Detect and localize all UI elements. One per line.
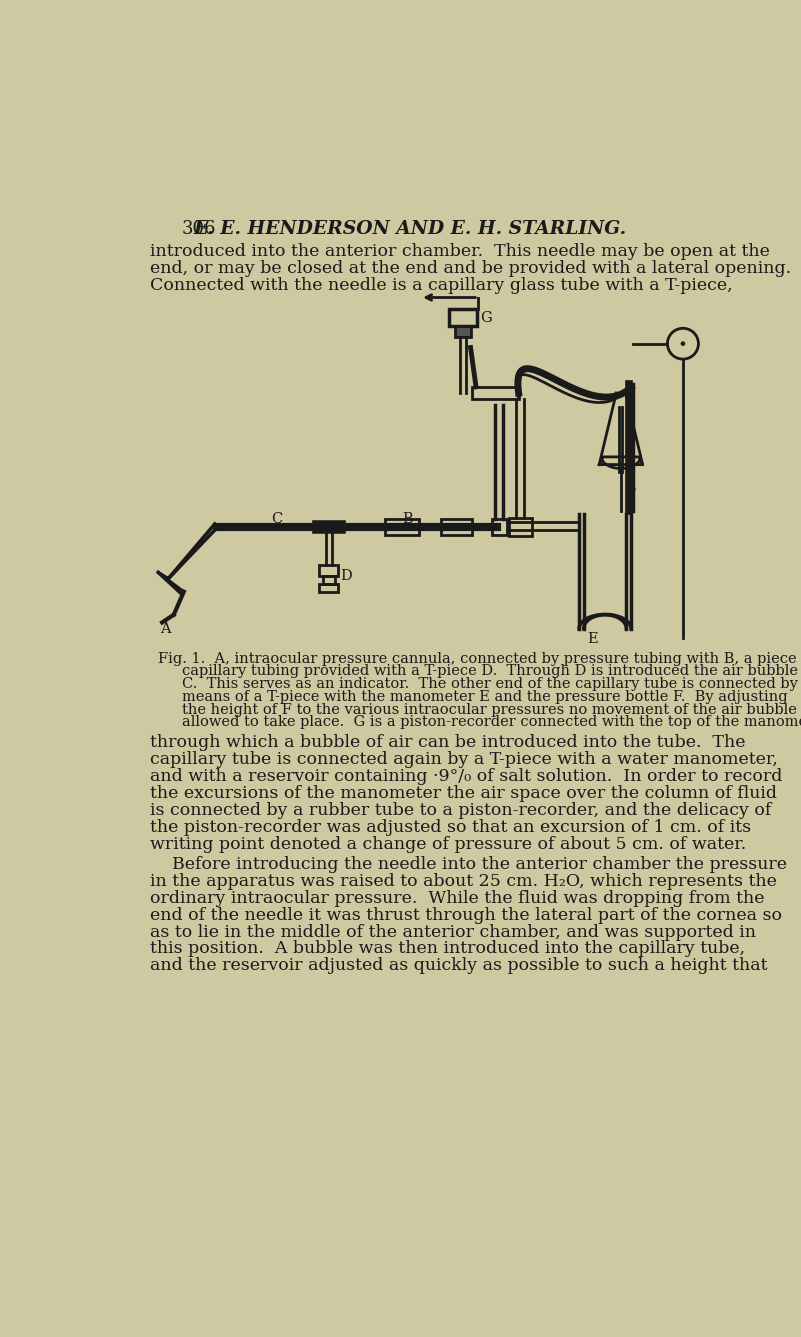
Bar — [385, 519, 420, 535]
Text: capillary tubing provided with a T-piece D.  Through D is introduced the air bub: capillary tubing provided with a T-piece… — [182, 664, 798, 678]
Bar — [455, 326, 470, 337]
Text: through which a bubble of air can be introduced into the tube.  The: through which a bubble of air can be int… — [151, 734, 746, 751]
Text: F: F — [625, 488, 635, 501]
Text: as to lie in the middle of the anterior chamber, and was supported in: as to lie in the middle of the anterior … — [151, 924, 756, 940]
Text: ordinary intraocular pressure.  While the fluid was dropping from the: ordinary intraocular pressure. While the… — [151, 889, 765, 906]
Text: end of the needle it was thrust through the lateral part of the cornea so: end of the needle it was thrust through … — [151, 906, 783, 924]
Text: A: A — [160, 623, 171, 636]
Text: in the apparatus was raised to about 25 cm. H₂O, which represents the: in the apparatus was raised to about 25 … — [151, 873, 778, 889]
Text: means of a T-piece with the manometer E and the pressure bottle F.  By adjusting: means of a T-piece with the manometer E … — [182, 690, 787, 703]
Text: is connected by a rubber tube to a piston-recorder, and the delicacy of: is connected by a rubber tube to a pisto… — [151, 802, 772, 818]
Text: allowed to take place.  G is a piston-recorder connected with the top of the man: allowed to take place. G is a piston-rec… — [182, 715, 801, 729]
Bar — [323, 576, 335, 584]
Circle shape — [681, 341, 685, 346]
Text: the piston-recorder was adjusted so that an excursion of 1 cm. of its: the piston-recorder was adjusted so that… — [151, 818, 751, 836]
Bar — [492, 519, 507, 535]
Text: 306: 306 — [182, 219, 216, 238]
Bar — [449, 309, 477, 326]
Text: Before introducing the needle into the anterior chamber the pressure: Before introducing the needle into the a… — [172, 856, 787, 873]
Text: the excursions of the manometer the air space over the column of fluid: the excursions of the manometer the air … — [151, 785, 778, 802]
Text: and the reservoir adjusted as quickly as possible to such a height that: and the reservoir adjusted as quickly as… — [151, 957, 768, 975]
Bar — [320, 566, 338, 576]
Text: writing point denoted a change of pressure of about 5 cm. of water.: writing point denoted a change of pressu… — [151, 836, 747, 853]
Text: and with a reservoir containing ·9°/₀ of salt solution.  In order to record: and with a reservoir containing ·9°/₀ of… — [151, 767, 783, 785]
Text: E. E. HENDERSON AND E. H. STARLING.: E. E. HENDERSON AND E. H. STARLING. — [194, 219, 626, 238]
Bar — [472, 386, 518, 400]
Text: G: G — [480, 312, 492, 325]
Bar — [441, 519, 472, 535]
Text: D: D — [340, 568, 352, 583]
Text: end, or may be closed at the end and be provided with a lateral opening.: end, or may be closed at the end and be … — [151, 259, 791, 277]
Text: E: E — [587, 632, 598, 647]
Text: capillary tube is connected again by a T-piece with a water manometer,: capillary tube is connected again by a T… — [151, 751, 779, 767]
Text: introduced into the anterior chamber.  This needle may be open at the: introduced into the anterior chamber. Th… — [151, 243, 771, 259]
Text: Fig. 1.  A, intraocular pressure cannula, connected by pressure tubing with B, a: Fig. 1. A, intraocular pressure cannula,… — [159, 651, 801, 666]
Text: C: C — [271, 512, 282, 525]
Text: Connected with the needle is a capillary glass tube with a T-piece,: Connected with the needle is a capillary… — [151, 277, 733, 294]
Bar — [509, 517, 532, 536]
Text: the height of F to the various intraocular pressures no movement of the air bubb: the height of F to the various intraocul… — [182, 702, 801, 717]
Text: C.  This serves as an indicator.  The other end of the capillary tube is connect: C. This serves as an indicator. The othe… — [182, 677, 797, 691]
Text: this position.  A bubble was then introduced into the capillary tube,: this position. A bubble was then introdu… — [151, 940, 746, 957]
Bar — [320, 584, 338, 592]
Text: B: B — [402, 512, 413, 525]
